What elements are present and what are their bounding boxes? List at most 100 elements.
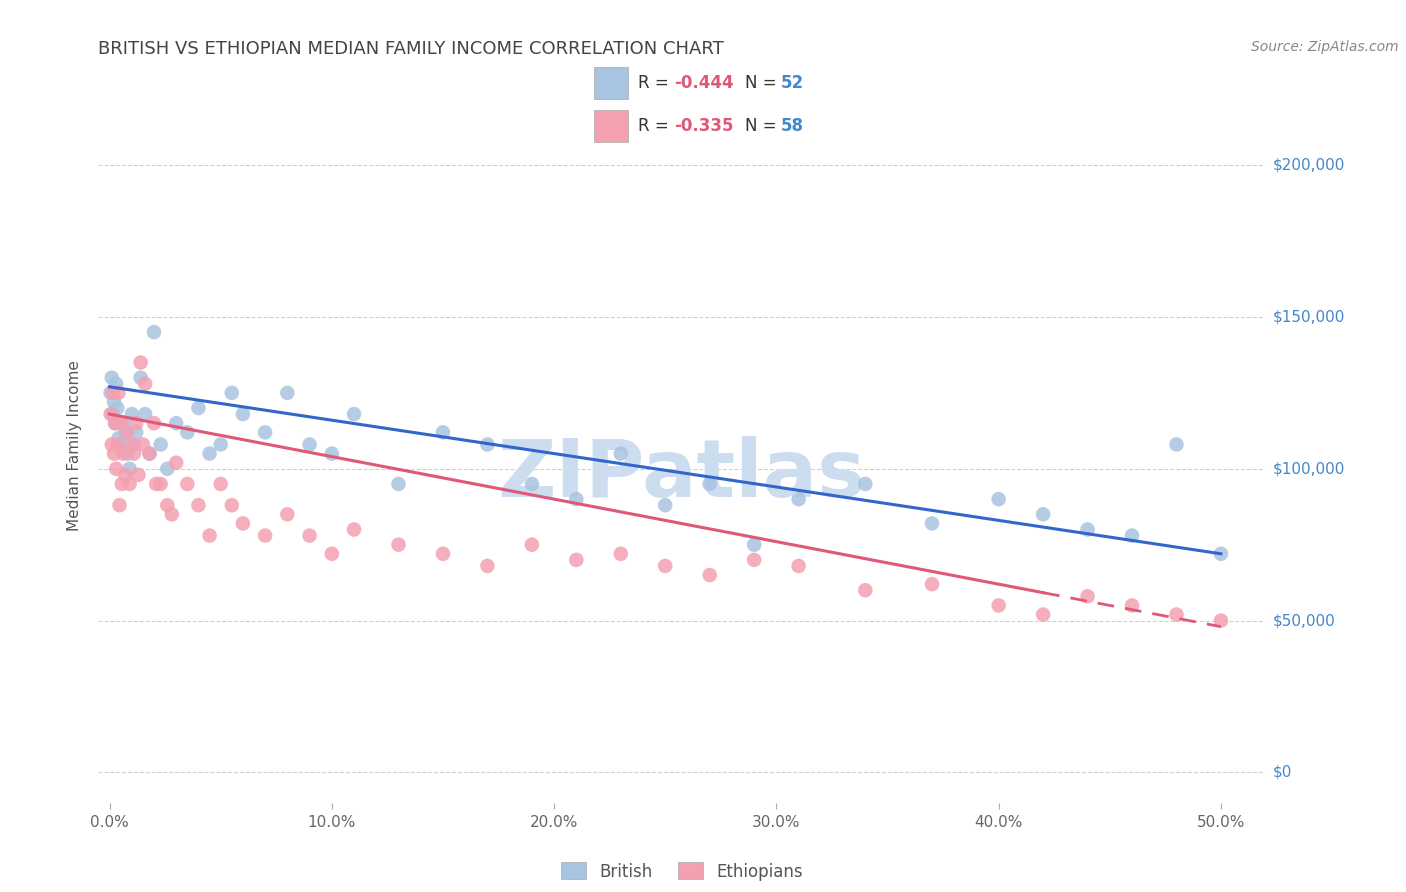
Point — [176, 425, 198, 440]
Point — [105, 401, 128, 415]
Point — [343, 407, 366, 421]
Text: Source: ZipAtlas.com: Source: ZipAtlas.com — [1251, 40, 1399, 54]
Point — [221, 385, 243, 400]
Point — [610, 547, 633, 561]
Point — [100, 385, 122, 400]
Point — [187, 498, 209, 512]
Point — [787, 492, 810, 507]
Point — [129, 370, 152, 384]
Point — [138, 447, 160, 461]
Point — [1209, 614, 1232, 628]
Text: R =: R = — [638, 74, 673, 92]
Point — [107, 385, 129, 400]
Point — [343, 523, 366, 537]
Point — [432, 425, 454, 440]
Point — [1121, 599, 1143, 613]
Point — [100, 370, 122, 384]
Point — [787, 558, 810, 573]
Point — [699, 477, 721, 491]
Point — [987, 492, 1010, 507]
Point — [122, 437, 145, 451]
Point — [125, 425, 148, 440]
Point — [121, 437, 143, 451]
Point — [565, 553, 588, 567]
Legend: British, Ethiopians: British, Ethiopians — [554, 855, 810, 888]
Point — [114, 425, 136, 440]
Point — [101, 385, 124, 400]
Point — [1077, 590, 1099, 604]
Text: $200,000: $200,000 — [1272, 158, 1344, 173]
Point — [165, 416, 187, 430]
Point — [117, 447, 139, 461]
Point — [156, 462, 179, 476]
Point — [111, 416, 134, 430]
Text: $0: $0 — [1272, 765, 1292, 780]
Y-axis label: Median Family Income: Median Family Income — [67, 360, 83, 532]
Point — [254, 425, 277, 440]
Point — [187, 401, 209, 415]
Point — [1032, 508, 1054, 522]
Text: ZIPatlas: ZIPatlas — [498, 435, 866, 514]
Point — [387, 477, 409, 491]
Point — [198, 447, 221, 461]
Text: -0.335: -0.335 — [675, 118, 734, 136]
Point — [165, 456, 187, 470]
Point — [921, 577, 943, 591]
FancyBboxPatch shape — [593, 111, 627, 142]
Text: $100,000: $100,000 — [1272, 461, 1344, 476]
Point — [118, 477, 141, 491]
Point — [129, 355, 152, 369]
Point — [298, 437, 321, 451]
Point — [103, 395, 125, 409]
Point — [100, 407, 122, 421]
Point — [477, 558, 499, 573]
Point — [742, 538, 765, 552]
Point — [118, 462, 141, 476]
Point — [1121, 528, 1143, 542]
Point — [121, 407, 143, 421]
Point — [565, 492, 588, 507]
Point — [107, 431, 129, 445]
Point — [143, 325, 166, 339]
Point — [853, 477, 876, 491]
Point — [138, 447, 160, 461]
Point — [111, 447, 134, 461]
Point — [105, 437, 128, 451]
Point — [1077, 523, 1099, 537]
Point — [198, 528, 221, 542]
Point — [104, 416, 127, 430]
Point — [610, 447, 633, 461]
Point — [134, 407, 156, 421]
Point — [1166, 437, 1188, 451]
Point — [103, 447, 125, 461]
Point — [432, 547, 454, 561]
Point — [149, 477, 172, 491]
Point — [276, 385, 298, 400]
Point — [520, 477, 543, 491]
Text: 58: 58 — [782, 118, 804, 136]
Point — [132, 437, 155, 451]
Point — [111, 477, 134, 491]
Point — [853, 583, 876, 598]
Point — [1166, 607, 1188, 622]
Text: $150,000: $150,000 — [1272, 310, 1344, 325]
Point — [101, 407, 124, 421]
Point — [105, 376, 128, 391]
Point — [110, 416, 132, 430]
Point — [156, 498, 179, 512]
Text: N =: N = — [745, 74, 782, 92]
Point — [117, 425, 139, 440]
Point — [209, 477, 232, 491]
Point — [149, 437, 172, 451]
Point — [176, 477, 198, 491]
Point — [321, 547, 343, 561]
Point — [143, 416, 166, 430]
Point — [160, 508, 183, 522]
Point — [232, 407, 254, 421]
Text: R =: R = — [638, 118, 673, 136]
Point — [122, 447, 145, 461]
Point — [298, 528, 321, 542]
Text: N =: N = — [745, 118, 782, 136]
Point — [520, 538, 543, 552]
Point — [110, 437, 132, 451]
